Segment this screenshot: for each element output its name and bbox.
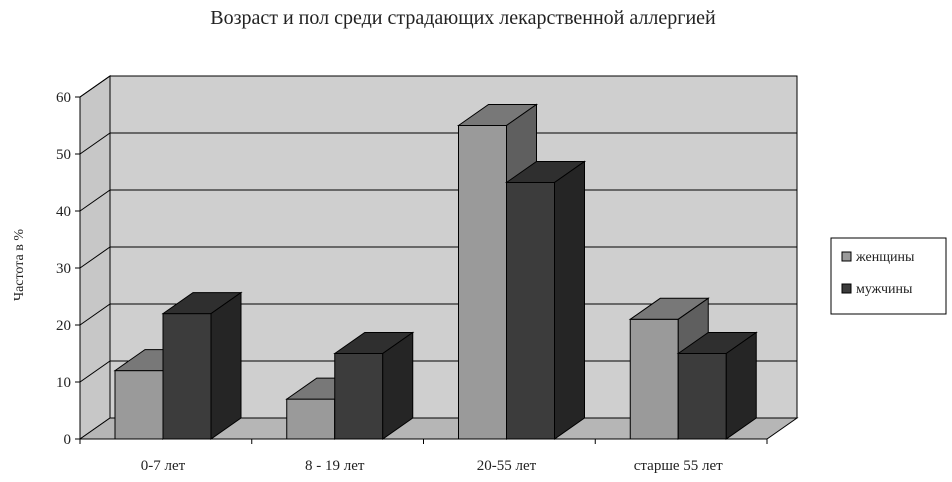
- legend-label: женщины: [855, 250, 915, 265]
- bar-front: [334, 353, 384, 440]
- bar: [161, 291, 243, 440]
- y-axis: 0 10 20 30 40 50 60: [56, 90, 81, 448]
- bar: [504, 160, 587, 440]
- bar-front: [286, 398, 336, 440]
- x-category-label: старше 55 лет: [634, 458, 723, 474]
- bar-side: [210, 291, 242, 440]
- x-category-label: 20-55 лет: [477, 458, 537, 474]
- gridline: [79, 75, 797, 98]
- x-category-label: 0-7 лет: [141, 458, 186, 474]
- y-axis-label: Частота в %: [12, 229, 27, 301]
- gridline: [79, 132, 797, 155]
- bar-side: [725, 331, 757, 440]
- bar-front: [629, 318, 679, 440]
- y-tick-label: 30: [56, 261, 71, 277]
- legend-swatch: [841, 251, 852, 262]
- bar-front: [677, 353, 727, 440]
- y-tick-label: 50: [56, 147, 71, 163]
- x-category-label: 8 - 19 лет: [305, 458, 365, 474]
- x-axis: 0-7 лет 8 - 19 лет 20-55 лет старше 55 лет: [79, 438, 768, 474]
- bar-front: [162, 313, 212, 440]
- bar-side: [382, 331, 414, 440]
- legend-box: [830, 237, 947, 315]
- y-tick-label: 60: [56, 90, 71, 106]
- legend-label: мужчины: [856, 282, 913, 297]
- y-tick-label: 20: [56, 318, 71, 334]
- bar-side: [554, 160, 585, 440]
- legend: женщины мужчины: [830, 237, 947, 315]
- chart-title: Возраст и пол среди страдающих лекарстве…: [210, 7, 716, 29]
- bars: [113, 103, 758, 440]
- bar-front: [114, 370, 164, 440]
- bar: [333, 331, 415, 440]
- y-tick-label: 10: [56, 375, 71, 391]
- bar: [676, 331, 758, 440]
- y-tick-label: 40: [56, 204, 71, 220]
- y-tick-label: 0: [64, 432, 72, 448]
- bar-front: [506, 182, 555, 440]
- legend-swatch: [841, 283, 852, 294]
- bar-front: [458, 125, 507, 440]
